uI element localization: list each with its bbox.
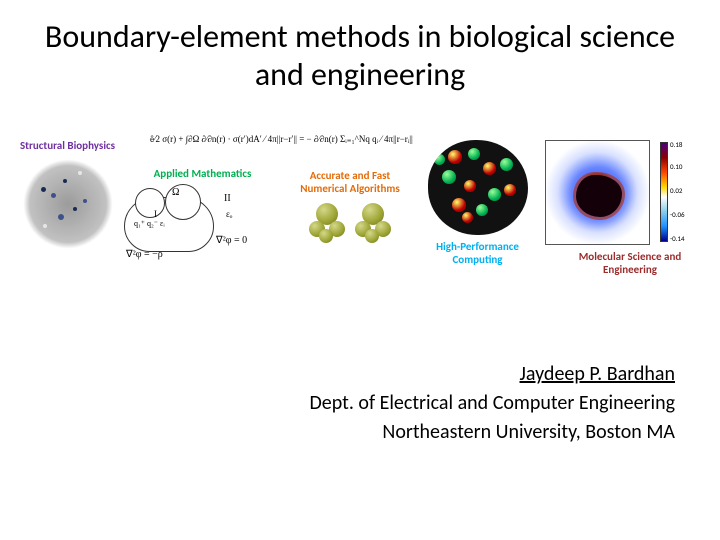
eq-charges: q₁⁺ q₂⁻ εᵢ xyxy=(134,219,165,228)
author-university: Northeastern University, Boston MA xyxy=(309,418,675,447)
label-hpc-2: Computing xyxy=(415,254,540,267)
author-name: Jaydeep P. Bardhan xyxy=(309,360,675,389)
author-block: Jaydeep P. Bardhan Dept. of Electrical a… xyxy=(309,360,675,447)
topics-row: Structural Biophysics ê⁄2 σ(r) + ∫∂Ω ∂⁄∂… xyxy=(0,140,720,320)
label-molsci-1: Molecular Science and xyxy=(545,251,715,264)
label-accurate-2: Numerical Algorithms xyxy=(285,183,415,196)
panel-accurate: Accurate and Fast Numerical Algorithms xyxy=(285,140,415,241)
colorbar-tick: -0.06 xyxy=(670,210,685,219)
colorbar xyxy=(660,142,668,242)
panel-hpc: High-Performance Computing xyxy=(415,140,540,266)
eq-laplacian-1: ∇²φ = −ρ xyxy=(126,249,163,260)
particle-cluster-graphic xyxy=(23,159,113,249)
label-applied-math: Applied Mathematics xyxy=(120,168,285,181)
panel-molsci: 0.18 0.10 0.02 -0.06 -0.14 Molecular Sci… xyxy=(545,140,715,276)
colorbar-tick: -0.14 xyxy=(670,234,685,243)
eq-laplacian-2: ∇²φ = 0 xyxy=(216,235,247,246)
heatmap-graphic xyxy=(545,140,650,245)
slide-title: Boundary-element methods in biological s… xyxy=(0,0,720,95)
panel-applied-math: ê⁄2 σ(r) + ∫∂Ω ∂⁄∂n(r) · σ(r′)dA′ ⁄ 4π||… xyxy=(120,140,285,265)
label-structural: Structural Biophysics xyxy=(10,140,125,153)
colorbar-tick: 0.10 xyxy=(670,162,682,171)
colorbar-tick: 0.18 xyxy=(670,140,682,149)
mol-blob-right xyxy=(357,203,389,241)
label-accurate-1: Accurate and Fast xyxy=(285,170,415,183)
sym-region1: I xyxy=(154,209,157,219)
panel-structural: Structural Biophysics xyxy=(10,140,125,249)
molecule-blobs xyxy=(285,203,415,241)
label-molsci-2: Engineering xyxy=(545,264,715,277)
author-dept: Dept. of Electrical and Computer Enginee… xyxy=(309,389,675,418)
sym-omega: Ω xyxy=(172,187,179,198)
colorbar-tick: 0.02 xyxy=(670,186,682,195)
label-hpc-1: High-Performance xyxy=(415,241,540,254)
mol-blob-left xyxy=(311,203,343,241)
sym-region2: II xyxy=(224,193,231,204)
atom-cluster-graphic xyxy=(428,140,528,235)
eq-eps-outer: εₒ xyxy=(226,209,232,219)
